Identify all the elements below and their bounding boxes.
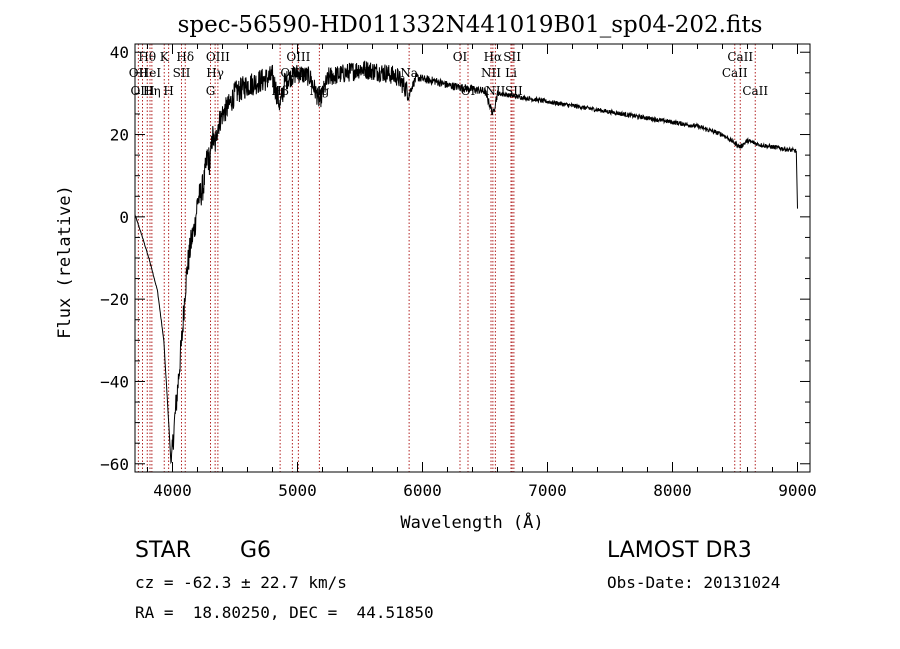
line-label: Hη bbox=[143, 84, 161, 98]
line-label: OIII bbox=[286, 50, 310, 64]
velocity-readout: cz = -62.3 ± 22.7 km/s bbox=[135, 573, 347, 592]
line-label: Na bbox=[400, 66, 418, 80]
line-label: OIII bbox=[130, 84, 154, 98]
line-label: CaII bbox=[727, 50, 753, 64]
emission-line-markers bbox=[137, 44, 756, 472]
plot-frame bbox=[134, 43, 811, 473]
x-tick-label: 4000 bbox=[153, 481, 192, 500]
obs-date: Obs-Date: 20131024 bbox=[607, 573, 781, 592]
x-tick-label: 9000 bbox=[778, 481, 817, 500]
line-label: H bbox=[163, 84, 173, 98]
y-tick-label: −40 bbox=[100, 372, 129, 391]
y-axis: −60 −40 −20 0 20 40 bbox=[100, 43, 810, 474]
survey-name: LAMOST DR3 bbox=[607, 538, 752, 563]
y-tick-label: 0 bbox=[119, 208, 129, 227]
line-label: OI bbox=[453, 50, 468, 64]
line-label: CaII bbox=[742, 84, 768, 98]
line-label: Hα bbox=[484, 50, 503, 64]
object-class: STAR bbox=[135, 538, 192, 563]
coordinates: RA = 18.80250, DEC = 44.51850 bbox=[135, 603, 434, 622]
line-label: Hθ bbox=[138, 50, 156, 64]
line-label: Hγ bbox=[206, 66, 224, 80]
line-label: K bbox=[160, 50, 170, 64]
spectrum-line bbox=[134, 60, 798, 465]
y-tick-label: −60 bbox=[100, 455, 129, 474]
y-axis-label: Flux (relative) bbox=[55, 185, 75, 339]
y-tick-label: −20 bbox=[100, 290, 129, 309]
x-tick-label: 5000 bbox=[278, 481, 317, 500]
line-label: SII bbox=[173, 66, 191, 80]
line-label: Hδ bbox=[176, 50, 194, 64]
line-label: CaII bbox=[722, 66, 748, 80]
line-label: SII bbox=[503, 50, 521, 64]
x-axis-label: Wavelength (Å) bbox=[400, 511, 543, 533]
line-label: G bbox=[206, 84, 216, 98]
line-label: Li bbox=[505, 66, 517, 80]
x-axis: 4000 5000 6000 7000 8000 9000 bbox=[147, 44, 817, 500]
object-subclass: G6 bbox=[240, 538, 272, 563]
x-tick-label: 6000 bbox=[403, 481, 442, 500]
chart-title: spec-56590-HD011332N441019B01_sp04-202.f… bbox=[178, 12, 763, 38]
y-tick-label: 20 bbox=[110, 126, 129, 145]
line-label: NII bbox=[481, 66, 501, 80]
x-tick-label: 8000 bbox=[653, 481, 692, 500]
line-label: HeI bbox=[139, 66, 162, 80]
y-tick-label: 40 bbox=[110, 43, 129, 62]
x-tick-label: 7000 bbox=[528, 481, 567, 500]
line-label: OIII bbox=[206, 50, 230, 64]
